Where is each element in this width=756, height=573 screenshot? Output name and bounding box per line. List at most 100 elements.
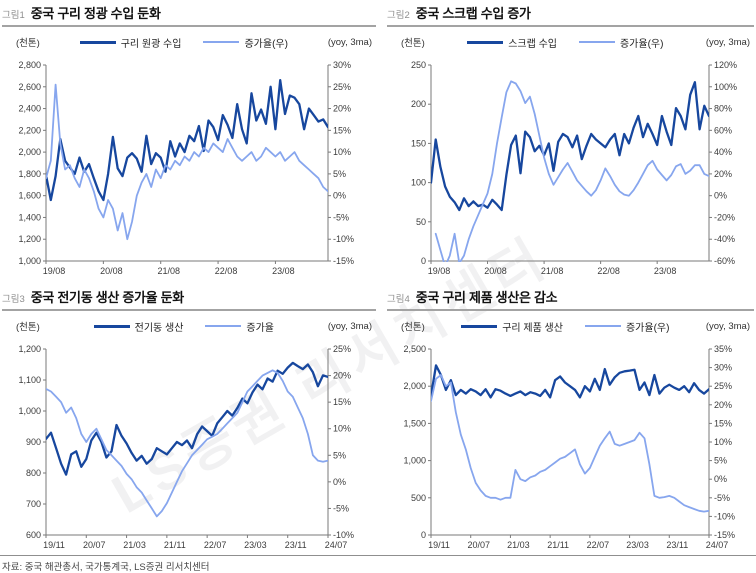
figure-title: 중국 전기동 생산 증가율 둔화 xyxy=(30,290,184,305)
svg-text:23/11: 23/11 xyxy=(666,540,688,550)
svg-text:5%: 5% xyxy=(333,169,346,179)
legend-item-dark: 구리 제품 생산 xyxy=(461,319,563,334)
series-light-swatch xyxy=(205,325,242,327)
svg-text:20/07: 20/07 xyxy=(83,540,106,550)
svg-text:15%: 15% xyxy=(333,125,351,135)
svg-text:10%: 10% xyxy=(714,437,732,447)
right-axis-unit: (yoy, 3ma) xyxy=(327,36,372,48)
legend-label: 증가율 xyxy=(246,322,275,334)
figure-title: 중국 스크랩 수입 증가 xyxy=(415,6,531,21)
svg-text:500: 500 xyxy=(411,493,426,503)
svg-text:-5%: -5% xyxy=(333,503,349,513)
figure-header: 그림1 중국 구리 정광 수입 둔화 xyxy=(2,2,376,27)
svg-text:100%: 100% xyxy=(714,82,737,92)
legend-label: 증가율(우) xyxy=(244,38,288,50)
svg-text:1,600: 1,600 xyxy=(18,191,41,201)
figure-grid: 그림1 중국 구리 정광 수입 둔화 (천톤) 구리 원광 수입 증가율(우) … xyxy=(0,0,756,554)
svg-text:25%: 25% xyxy=(714,381,732,391)
svg-text:25%: 25% xyxy=(333,82,351,92)
legend-label: 전기동 생산 xyxy=(134,322,184,334)
svg-text:23/03: 23/03 xyxy=(244,540,267,550)
figure-panel-4: 그림4 중국 구리 제품 생산은 감소 (천톤) 구리 제품 생산 증가율(우)… xyxy=(385,284,756,554)
svg-text:0: 0 xyxy=(421,256,426,266)
legend-item-dark: 구리 원광 수입 xyxy=(79,35,182,50)
svg-text:2,200: 2,200 xyxy=(18,125,41,135)
svg-text:19/08: 19/08 xyxy=(428,266,451,276)
line-chart-fig3: 600 700 800 900 1,000 1,100 1,200 -10% -5% 0% 5% 10… xyxy=(18,344,354,550)
svg-text:150: 150 xyxy=(411,138,426,148)
svg-text:21/03: 21/03 xyxy=(123,540,146,550)
line-chart-fig2: 0 50 100 150 200 250 -60% -40% -20% 0% 20% 40% 60% 80… xyxy=(411,60,737,276)
right-axis-unit: (yoy, 3ma) xyxy=(705,320,750,332)
svg-text:35%: 35% xyxy=(714,344,732,354)
svg-text:0%: 0% xyxy=(714,191,727,201)
legend-item-dark: 스크랩 수입 xyxy=(467,35,557,50)
svg-text:200: 200 xyxy=(411,99,426,109)
figure-number: 그림1 xyxy=(2,10,25,21)
svg-text:600: 600 xyxy=(26,530,41,540)
svg-text:22/07: 22/07 xyxy=(587,540,610,550)
legend-item-light: 증가율(우) xyxy=(578,35,664,50)
svg-text:21/03: 21/03 xyxy=(507,540,530,550)
svg-text:2,800: 2,800 xyxy=(18,60,41,70)
svg-text:-10%: -10% xyxy=(333,530,354,540)
source-note: 자료: 중국 해관총서, 국가통계국, LS증권 리서치센터 xyxy=(0,555,756,573)
svg-text:1,000: 1,000 xyxy=(18,406,41,416)
legend-row: (천톤) 전기동 생산 증가율 (yoy, 3ma) xyxy=(2,311,378,339)
figure-header: 그림2 중국 스크랩 수입 증가 xyxy=(387,2,754,27)
svg-text:0%: 0% xyxy=(333,477,346,487)
svg-text:24/07: 24/07 xyxy=(325,540,348,550)
svg-text:20%: 20% xyxy=(714,400,732,410)
svg-text:120%: 120% xyxy=(714,60,737,70)
svg-text:-10%: -10% xyxy=(714,511,735,521)
svg-text:1,000: 1,000 xyxy=(403,456,426,466)
figure-title: 중국 구리 제품 생산은 감소 xyxy=(415,290,558,305)
legend: 스크랩 수입 증가율(우) xyxy=(467,35,663,50)
series-light-swatch xyxy=(203,41,240,43)
svg-text:23/08: 23/08 xyxy=(272,266,295,276)
legend-item-light: 증가율 xyxy=(205,319,274,334)
svg-text:250: 250 xyxy=(411,60,426,70)
legend-label: 증가율(우) xyxy=(625,322,670,334)
svg-text:1,100: 1,100 xyxy=(18,375,41,385)
legend-row: (천톤) 구리 제품 생산 증가율(우) (yoy, 3ma) xyxy=(387,311,756,339)
svg-text:2,500: 2,500 xyxy=(403,344,426,354)
svg-text:1,200: 1,200 xyxy=(18,234,41,244)
svg-text:10%: 10% xyxy=(333,424,351,434)
svg-text:80%: 80% xyxy=(714,104,732,114)
svg-text:2,400: 2,400 xyxy=(18,104,41,114)
svg-text:700: 700 xyxy=(26,499,41,509)
figure-panel-2: 그림2 중국 스크랩 수입 증가 (천톤) 스크랩 수입 증가율(우) (yoy… xyxy=(385,0,756,284)
svg-text:-15%: -15% xyxy=(333,256,354,266)
svg-text:0%: 0% xyxy=(333,191,346,201)
svg-text:100: 100 xyxy=(411,178,426,188)
series-dark-swatch xyxy=(467,40,504,44)
svg-text:20/08: 20/08 xyxy=(484,266,507,276)
legend-label: 증가율(우) xyxy=(619,38,664,50)
svg-text:60%: 60% xyxy=(714,125,732,135)
svg-text:-5%: -5% xyxy=(333,212,349,222)
svg-text:-60%: -60% xyxy=(714,256,735,266)
svg-text:21/08: 21/08 xyxy=(157,266,180,276)
svg-text:19/11: 19/11 xyxy=(43,540,65,550)
figure-number: 그림3 xyxy=(2,294,25,305)
svg-text:22/08: 22/08 xyxy=(215,266,238,276)
svg-text:5%: 5% xyxy=(714,456,727,466)
svg-text:30%: 30% xyxy=(333,60,351,70)
right-axis-unit: (yoy, 3ma) xyxy=(705,36,750,48)
figure-number: 그림2 xyxy=(387,10,410,21)
svg-text:21/11: 21/11 xyxy=(547,540,569,550)
svg-text:15%: 15% xyxy=(333,397,351,407)
left-axis-unit: (천톤) xyxy=(16,322,40,333)
left-axis-unit: (천톤) xyxy=(401,322,425,333)
svg-text:20/07: 20/07 xyxy=(467,540,490,550)
legend-label: 구리 원광 수입 xyxy=(120,38,182,50)
svg-text:1,000: 1,000 xyxy=(18,256,41,266)
svg-text:-20%: -20% xyxy=(714,212,735,222)
svg-text:21/11: 21/11 xyxy=(164,540,186,550)
svg-text:15%: 15% xyxy=(714,418,732,428)
svg-text:23/11: 23/11 xyxy=(285,540,307,550)
svg-text:19/08: 19/08 xyxy=(43,266,66,276)
figure-panel-1: 그림1 중국 구리 정광 수입 둔화 (천톤) 구리 원광 수입 증가율(우) … xyxy=(0,0,378,284)
legend-item-dark: 전기동 생산 xyxy=(93,319,184,334)
